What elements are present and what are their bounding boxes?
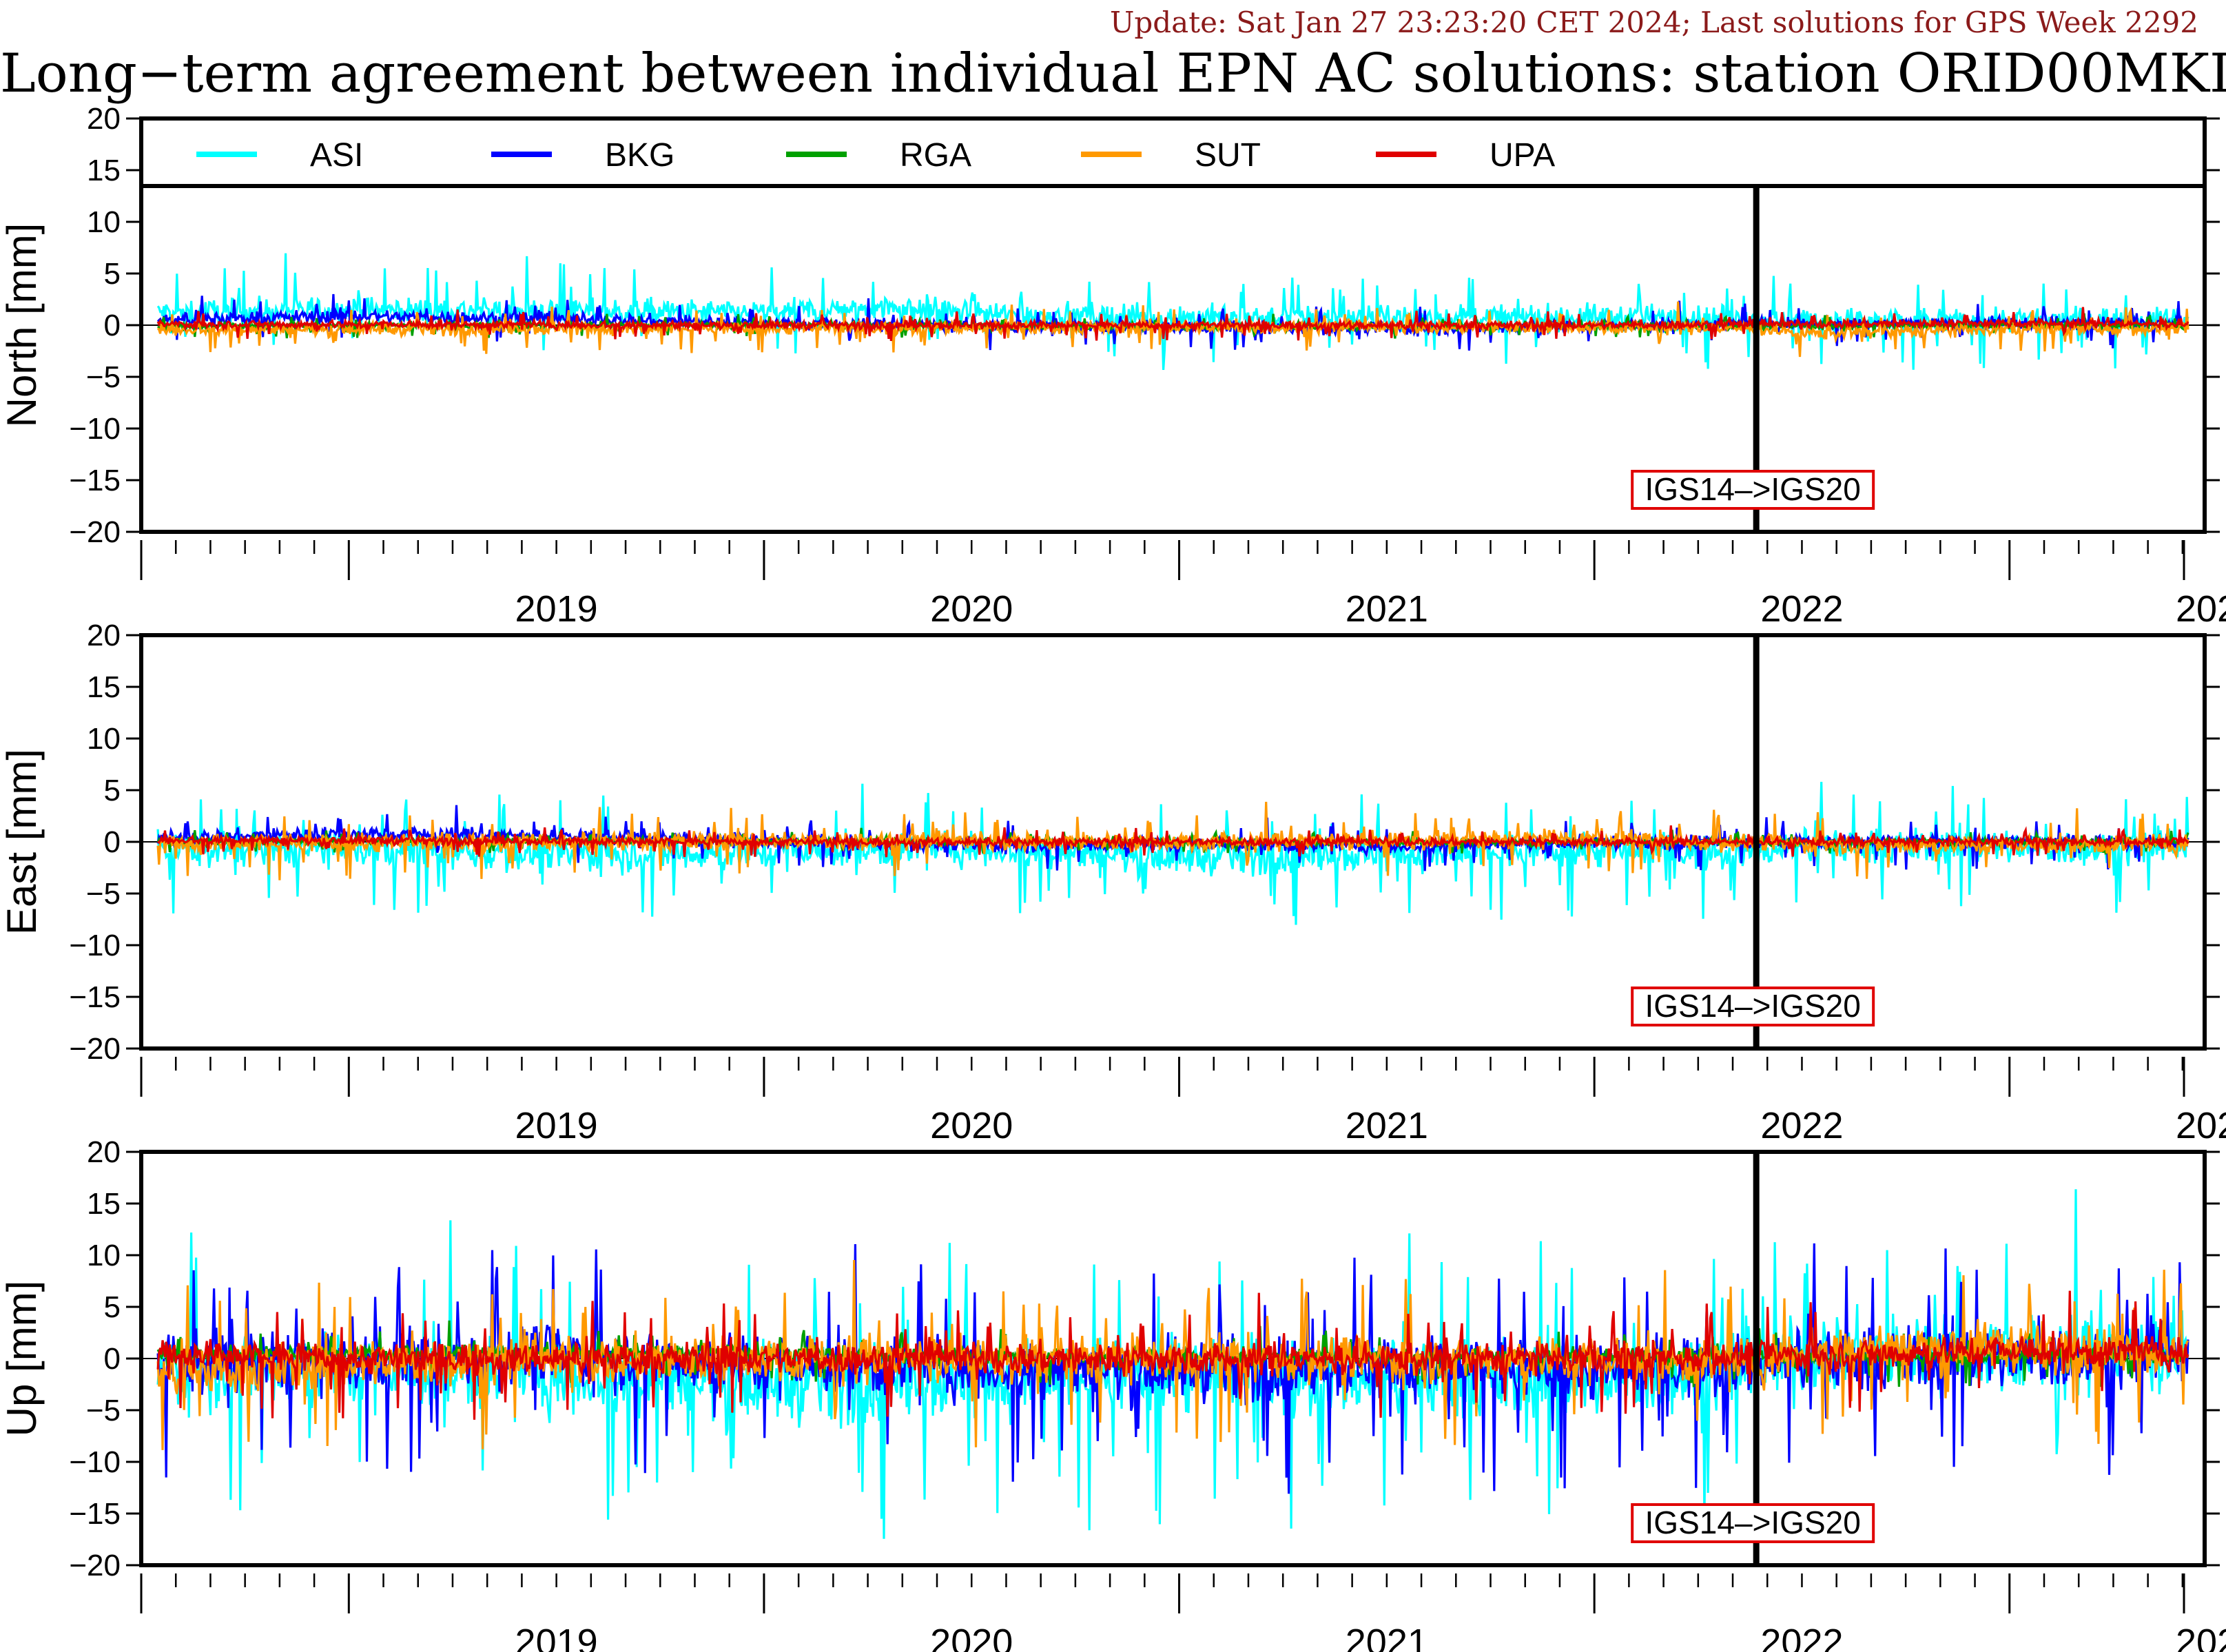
y-tick-label: −20 (69, 515, 121, 549)
y-tick-label: 10 (87, 1239, 121, 1272)
y-tick-label: 5 (104, 257, 121, 291)
legend-label-asi: ASI (310, 137, 363, 174)
y-tick-label: 0 (104, 825, 121, 859)
x-year-label: 2022 (1760, 588, 1843, 630)
y-tick-label: 5 (104, 774, 121, 807)
x-year-label: 2020 (930, 1105, 1013, 1146)
x-year-label: 2022 (1760, 1622, 1843, 1652)
frame-change-label: IGS14–>IGS20 (1645, 1505, 1861, 1540)
y-tick-label: −10 (69, 929, 121, 962)
x-year-label: 2021 (1346, 1105, 1428, 1146)
panel-east: IGS14–>IGS20 20 15 10 5 0 −5 −10 −15 −20 East [mm]… (0, 619, 2226, 1146)
series-asi (156, 781, 2189, 925)
y-tick-label: 10 (87, 722, 121, 756)
x-year-label: 2023 (2176, 1105, 2226, 1146)
legend-label-upa: UPA (1490, 137, 1555, 174)
y-tick-label: 0 (104, 1342, 121, 1376)
frame-change-box (1631, 987, 1875, 1026)
x-year-label: 2022 (1760, 1105, 1843, 1146)
page-title: Long−term agreement between individual E… (0, 43, 2226, 105)
legend: ASI BKG RGA SUT UPA (139, 116, 2207, 188)
legend-label-rga: RGA (900, 137, 971, 174)
y-tick-label: −15 (69, 980, 121, 1014)
y-tick-label: 20 (87, 102, 121, 136)
y-tick-label: 20 (87, 1135, 121, 1169)
frame-change-box (1631, 1503, 1875, 1543)
legend-label-sut: SUT (1195, 137, 1261, 174)
y-tick-label: −10 (69, 412, 121, 446)
x-year-label: 2023 (2176, 1622, 2226, 1652)
series-upa (157, 825, 2189, 858)
series-upa (156, 307, 2189, 342)
y-tick-label: −10 (69, 1445, 121, 1479)
y-tick-label: −5 (86, 877, 121, 911)
frame-change-label: IGS14–>IGS20 (1645, 471, 1861, 507)
y-axis-label: North [mm] (0, 223, 45, 428)
y-tick-label: 10 (87, 205, 121, 239)
panel-up: IGS14–>IGS20 20 15 10 5 0 −5 −10 −15 −20 Up [mm] 20… (0, 1135, 2226, 1652)
frame-change-box (1631, 470, 1875, 510)
y-tick-label: −20 (69, 1032, 121, 1066)
y-tick-label: 20 (87, 619, 121, 652)
y-tick-label: −5 (86, 1394, 121, 1427)
panel-north: IGS14–>IGS20 20 15 10 5 0 −5 −10 −15 −20 North [mm… (0, 102, 2226, 630)
y-tick-label: 15 (87, 670, 121, 704)
y-tick-label: 5 (104, 1290, 121, 1324)
y-axis-label: East [mm] (0, 749, 45, 935)
y-tick-label: 15 (87, 154, 121, 187)
frame-change-label: IGS14–>IGS20 (1645, 988, 1861, 1024)
y-tick-label: −15 (69, 464, 121, 497)
legend-frame (139, 116, 2207, 188)
x-year-label: 2019 (515, 1622, 598, 1652)
x-year-label: 2019 (515, 588, 598, 630)
legend-label-bkg: BKG (605, 137, 674, 174)
series-upa (156, 1290, 2189, 1420)
x-year-label: 2020 (930, 588, 1013, 630)
update-timestamp: Update: Sat Jan 27 23:23:20 CET 2024; La… (1109, 6, 2198, 39)
y-tick-label: −5 (86, 360, 121, 394)
x-year-label: 2021 (1346, 588, 1428, 630)
series-sut (156, 301, 2189, 358)
y-axis-label: Up [mm] (0, 1281, 45, 1437)
x-year-label: 2023 (2176, 588, 2226, 630)
x-year-label: 2021 (1346, 1622, 1428, 1652)
x-year-label: 2020 (930, 1622, 1013, 1652)
y-tick-label: −15 (69, 1497, 121, 1531)
y-tick-label: 15 (87, 1187, 121, 1221)
y-tick-label: −20 (69, 1549, 121, 1582)
x-year-label: 2019 (515, 1105, 598, 1146)
y-tick-label: 0 (104, 309, 121, 342)
